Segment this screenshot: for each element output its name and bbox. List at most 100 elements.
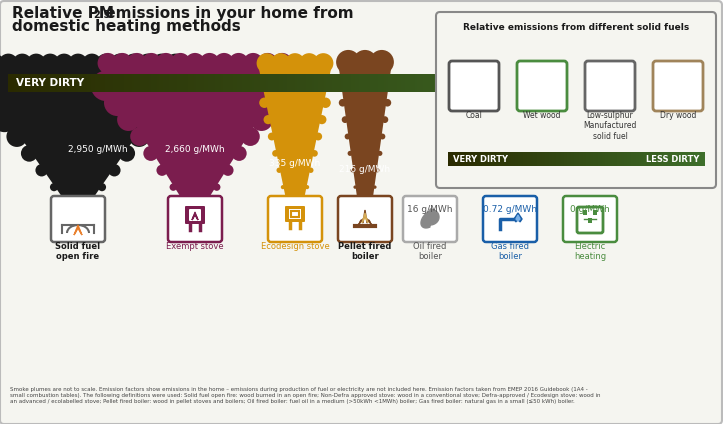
Circle shape [336, 50, 360, 74]
Text: Dry wood: Dry wood [660, 111, 696, 120]
Circle shape [371, 203, 374, 205]
Bar [444, 74, 447, 92]
Bar [46, 74, 48, 92]
Circle shape [272, 53, 292, 73]
Bar [147, 74, 149, 92]
Circle shape [213, 184, 221, 191]
Bar [622, 74, 625, 92]
Bar [560, 74, 562, 92]
Bar [118, 74, 120, 92]
Bar [677, 152, 679, 166]
Bar [545, 152, 547, 166]
Text: Ecodesign stove: Ecodesign stove [260, 242, 330, 251]
Bar [554, 152, 556, 166]
Bar [579, 152, 581, 166]
Circle shape [98, 53, 118, 73]
Bar [176, 74, 178, 92]
Bar [542, 152, 544, 166]
Circle shape [170, 53, 191, 73]
FancyBboxPatch shape [449, 61, 499, 111]
Bar [701, 152, 703, 166]
Bar [157, 74, 159, 92]
Bar [685, 152, 688, 166]
Bar [612, 74, 614, 92]
Circle shape [354, 185, 357, 189]
Bar [615, 152, 617, 166]
Bar [90, 74, 93, 92]
Bar [571, 152, 573, 166]
Polygon shape [259, 69, 331, 204]
Bar [171, 74, 174, 92]
Bar [508, 152, 510, 166]
Circle shape [21, 145, 38, 162]
Bar [155, 74, 158, 92]
Bar [467, 74, 469, 92]
Text: Oil fired
boiler: Oil fired boiler [414, 242, 447, 262]
FancyBboxPatch shape [483, 196, 537, 242]
Circle shape [129, 126, 150, 147]
Bar [20, 74, 23, 92]
Bar [229, 74, 231, 92]
Bar [494, 74, 496, 92]
Text: 0 g/MWh: 0 g/MWh [570, 204, 610, 214]
Bar [590, 152, 592, 166]
Bar [254, 74, 257, 92]
Bar [620, 152, 623, 166]
Bar [234, 74, 236, 92]
Bar [291, 74, 294, 92]
Bar [41, 74, 43, 92]
Bar [607, 74, 610, 92]
Bar [270, 74, 273, 92]
Bar [388, 74, 391, 92]
Circle shape [380, 134, 385, 139]
Bar [417, 74, 420, 92]
Bar [74, 74, 77, 92]
Bar [659, 152, 662, 166]
Bar [487, 152, 489, 166]
Circle shape [149, 88, 179, 117]
Bar [627, 152, 630, 166]
Text: 2,950 g/MWh: 2,950 g/MWh [68, 145, 128, 153]
Bar [629, 152, 631, 166]
Bar [484, 152, 486, 166]
Circle shape [308, 167, 314, 173]
FancyBboxPatch shape [632, 73, 711, 93]
Bar [620, 74, 623, 92]
Bar [382, 74, 385, 92]
Bar [672, 152, 674, 166]
FancyBboxPatch shape [403, 196, 457, 242]
Bar [576, 74, 579, 92]
Bar [455, 152, 457, 166]
Bar [177, 74, 180, 92]
Bar [544, 152, 546, 166]
Bar [513, 74, 515, 92]
Text: CLEAN: CLEAN [651, 78, 692, 88]
Bar [615, 74, 618, 92]
FancyBboxPatch shape [563, 196, 617, 242]
Circle shape [82, 53, 102, 73]
Bar [589, 74, 591, 92]
Bar [566, 152, 568, 166]
Bar [624, 152, 626, 166]
Bar [626, 74, 628, 92]
Bar [246, 74, 248, 92]
Polygon shape [421, 209, 439, 228]
Bar [285, 74, 288, 92]
Bar [653, 152, 655, 166]
Bar [51, 74, 54, 92]
FancyBboxPatch shape [285, 206, 305, 222]
Bar [174, 74, 176, 92]
Circle shape [385, 82, 394, 90]
Circle shape [272, 150, 279, 157]
Bar [523, 152, 526, 166]
Circle shape [214, 53, 234, 73]
Text: Gas fired
boiler: Gas fired boiler [491, 242, 529, 262]
Bar [442, 74, 445, 92]
Circle shape [0, 53, 18, 73]
Bar [603, 152, 606, 166]
Bar [31, 74, 33, 92]
Circle shape [228, 53, 249, 73]
Bar [330, 74, 333, 92]
Bar [474, 152, 476, 166]
Circle shape [222, 165, 234, 176]
